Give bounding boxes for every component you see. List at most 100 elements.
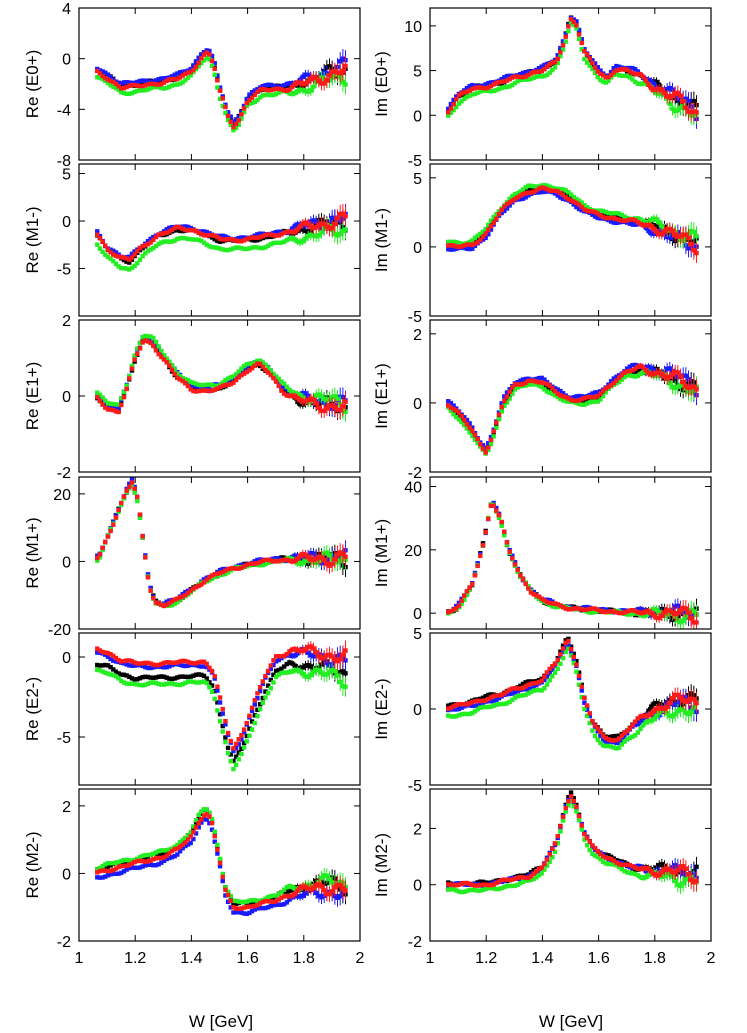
- data-point: [287, 669, 292, 675]
- data-point: [209, 382, 215, 388]
- data-point: [683, 606, 689, 611]
- data-point: [478, 698, 483, 704]
- data-point: [276, 556, 281, 561]
- data-point: [276, 233, 281, 238]
- data-point: [582, 396, 587, 401]
- data-point: [284, 557, 289, 563]
- data-point: [116, 507, 121, 513]
- data-point: [255, 97, 260, 103]
- data-point: [95, 646, 100, 651]
- data-point: [225, 237, 231, 242]
- data-point: [265, 683, 271, 688]
- data-point: [97, 246, 103, 251]
- data-point: [159, 81, 164, 87]
- data-point: [494, 505, 499, 511]
- data-point: [135, 248, 140, 254]
- data-point: [544, 187, 550, 192]
- data-point: [113, 515, 119, 520]
- data-point: [167, 664, 172, 669]
- data-point: [185, 75, 191, 80]
- data-point: [608, 383, 614, 388]
- data-point: [560, 39, 566, 44]
- data-point: [664, 234, 670, 240]
- data-point: [451, 243, 456, 248]
- data-point: [193, 59, 199, 64]
- data-point: [486, 85, 491, 90]
- data-point: [340, 669, 346, 674]
- data-point: [273, 240, 279, 245]
- data-point: [475, 436, 480, 442]
- data-point: [292, 393, 298, 399]
- data-point: [648, 372, 654, 377]
- data-point: [542, 686, 547, 691]
- data-point: [622, 608, 627, 613]
- data-point: [632, 722, 638, 728]
- data-point: [526, 584, 531, 589]
- data-point: [233, 741, 239, 747]
- data-point: [212, 674, 217, 679]
- data-point: [241, 727, 247, 732]
- data-point: [590, 60, 595, 66]
- data-point: [143, 338, 148, 343]
- data-point: [608, 215, 614, 221]
- data-point: [257, 358, 263, 363]
- data-point: [672, 692, 678, 698]
- data-point: [300, 399, 306, 404]
- y-tick-label: 0: [62, 554, 71, 571]
- data-point: [209, 576, 215, 581]
- data-point: [297, 240, 303, 245]
- data-point: [488, 437, 494, 443]
- data-point: [536, 383, 542, 388]
- data-point: [281, 385, 287, 390]
- data-point: [600, 208, 606, 214]
- y-tick-label: 0: [62, 214, 71, 231]
- data-point: [651, 613, 657, 618]
- data-point: [260, 360, 265, 365]
- data-point: [630, 65, 635, 71]
- data-point: [193, 64, 199, 70]
- data-point: [542, 387, 547, 392]
- data-point: [343, 82, 348, 87]
- data-point: [499, 701, 504, 707]
- data-point: [536, 688, 542, 693]
- data-point: [448, 400, 454, 406]
- data-point: [273, 84, 279, 89]
- data-point: [566, 643, 571, 648]
- data-point: [100, 73, 105, 79]
- data-point: [491, 88, 496, 94]
- data-point: [675, 384, 681, 389]
- data-point: [520, 685, 526, 690]
- data-point: [528, 76, 534, 82]
- data-point: [526, 382, 531, 387]
- data-point: [510, 553, 515, 558]
- data-point: [201, 388, 207, 393]
- data-point: [454, 244, 459, 249]
- data-point: [456, 600, 462, 606]
- data-point: [196, 55, 201, 60]
- data-point: [279, 670, 284, 676]
- data-point: [595, 726, 600, 731]
- data-point: [640, 713, 646, 719]
- data-point: [595, 729, 600, 734]
- y-tick-label: 0: [62, 650, 71, 667]
- data-point: [470, 92, 475, 97]
- data-point: [252, 720, 257, 726]
- data-point: [321, 408, 327, 414]
- data-point: [480, 83, 486, 88]
- data-point: [448, 106, 454, 111]
- data-point: [196, 64, 201, 69]
- data-point: [329, 394, 335, 400]
- data-point: [217, 719, 223, 724]
- data-point: [244, 369, 249, 375]
- data-point: [121, 85, 127, 91]
- data-point: [108, 404, 113, 410]
- data-point: [340, 551, 346, 557]
- data-point: [300, 87, 306, 93]
- data-point: [614, 210, 619, 216]
- data-point: [483, 82, 488, 87]
- data-point: [132, 80, 137, 86]
- data-point: [622, 218, 627, 224]
- data-point: [113, 406, 119, 411]
- data-point: [196, 663, 201, 669]
- data-point: [659, 231, 665, 237]
